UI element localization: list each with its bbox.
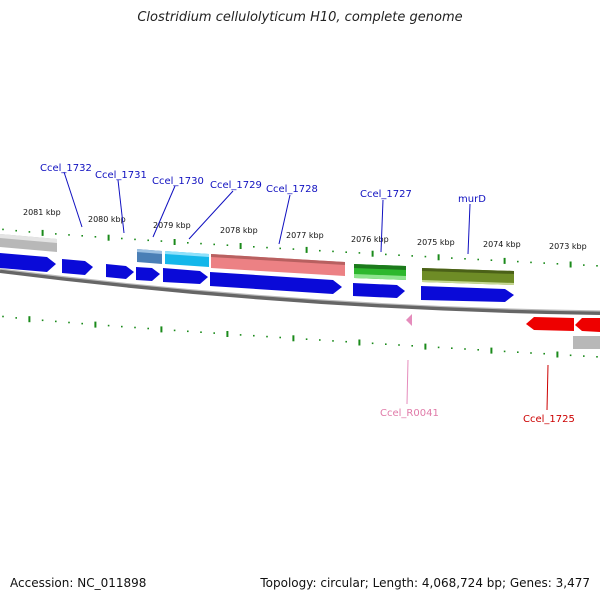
upper-scale-ticks: [2, 228, 598, 268]
genome-summary-text: Topology: circular; Length: 4,068,724 bp…: [260, 576, 590, 590]
gene-arrow-ccel-1732[interactable]: [0, 253, 56, 272]
leader-ccel-1730: [152, 185, 176, 238]
leader-ccel-1731: [117, 179, 125, 234]
gene-arrow-ccel-1725-a[interactable]: [526, 317, 574, 331]
gene-label-murd[interactable]: murD: [458, 194, 486, 205]
scale-label-2078: 2078 kbp: [220, 226, 258, 235]
scale-label-2076: 2076 kbp: [351, 235, 389, 244]
gene-arrow-murd[interactable]: [421, 286, 514, 302]
scale-label-2077: 2077 kbp: [286, 231, 324, 240]
gene-label-ccel-1725[interactable]: Ccel_1725: [523, 414, 575, 425]
gene-label-ccel-1728[interactable]: Ccel_1728: [266, 184, 318, 195]
scale-label-2073: 2073 kbp: [549, 242, 587, 251]
leader-ccel-1732: [63, 171, 83, 228]
reverse-strand-genes: [526, 317, 600, 349]
gene-label-ccel-1731[interactable]: Ccel_1731: [95, 170, 147, 181]
feature-grey-right[interactable]: [573, 336, 600, 349]
scale-label-2074: 2074 kbp: [483, 240, 521, 249]
gene-arrow-ccel-1729[interactable]: [163, 268, 208, 284]
scale-label-2080: 2080 kbp: [88, 215, 126, 224]
gene-label-ccel-1729[interactable]: Ccel_1729: [210, 180, 262, 191]
gene-arrow-ccel-1728[interactable]: [210, 272, 342, 294]
scale-label-2075: 2075 kbp: [417, 238, 455, 247]
accession-text: Accession: NC_011898: [10, 576, 147, 590]
scale-label-2081: 2081 kbp: [23, 208, 61, 217]
leader-ccel-r0041: [406, 359, 409, 405]
feature-ccel-1729-cyan[interactable]: [165, 251, 209, 267]
forward-strand-genes: [0, 253, 514, 302]
gene-arrow-ccel-1727[interactable]: [353, 283, 405, 298]
feature-ccel-1727-green[interactable]: [354, 264, 406, 280]
feature-murd-olive[interactable]: [422, 268, 514, 285]
gene-arrow-ccel-1731-b[interactable]: [106, 264, 134, 279]
gene-label-ccel-1732[interactable]: Ccel_1732: [40, 163, 92, 174]
lower-scale-ticks: [2, 315, 598, 358]
genome-backbone: [0, 269, 600, 315]
leader-murd: [467, 203, 471, 255]
gene-arrow-ccel-1731-a[interactable]: [62, 259, 93, 275]
leader-ccel-1729: [188, 190, 234, 240]
gene-arrow-ccel-1730[interactable]: [136, 267, 160, 281]
leader-ccel-1727: [380, 199, 384, 253]
leader-ccel-1728: [278, 194, 291, 245]
feature-ccel-1730-steelblue[interactable]: [137, 249, 162, 264]
leader-ccel-1725: [546, 364, 549, 411]
scale-label-2079: 2079 kbp: [153, 221, 191, 230]
gene-arrow-ccel-1725-b[interactable]: [575, 318, 600, 332]
feature-grey-left[interactable]: [0, 234, 57, 252]
genome-title: Clostridium cellulolyticum H10, complete…: [137, 10, 463, 25]
gene-label-ccel-1727[interactable]: Ccel_1727: [360, 189, 412, 200]
gene-label-ccel-1730[interactable]: Ccel_1730: [152, 176, 204, 187]
trna-marker-ccel-r0041[interactable]: [406, 314, 412, 326]
feature-ccel-1728-salmon[interactable]: [211, 254, 345, 276]
gene-label-ccel-r0041[interactable]: Ccel_R0041: [380, 408, 439, 419]
